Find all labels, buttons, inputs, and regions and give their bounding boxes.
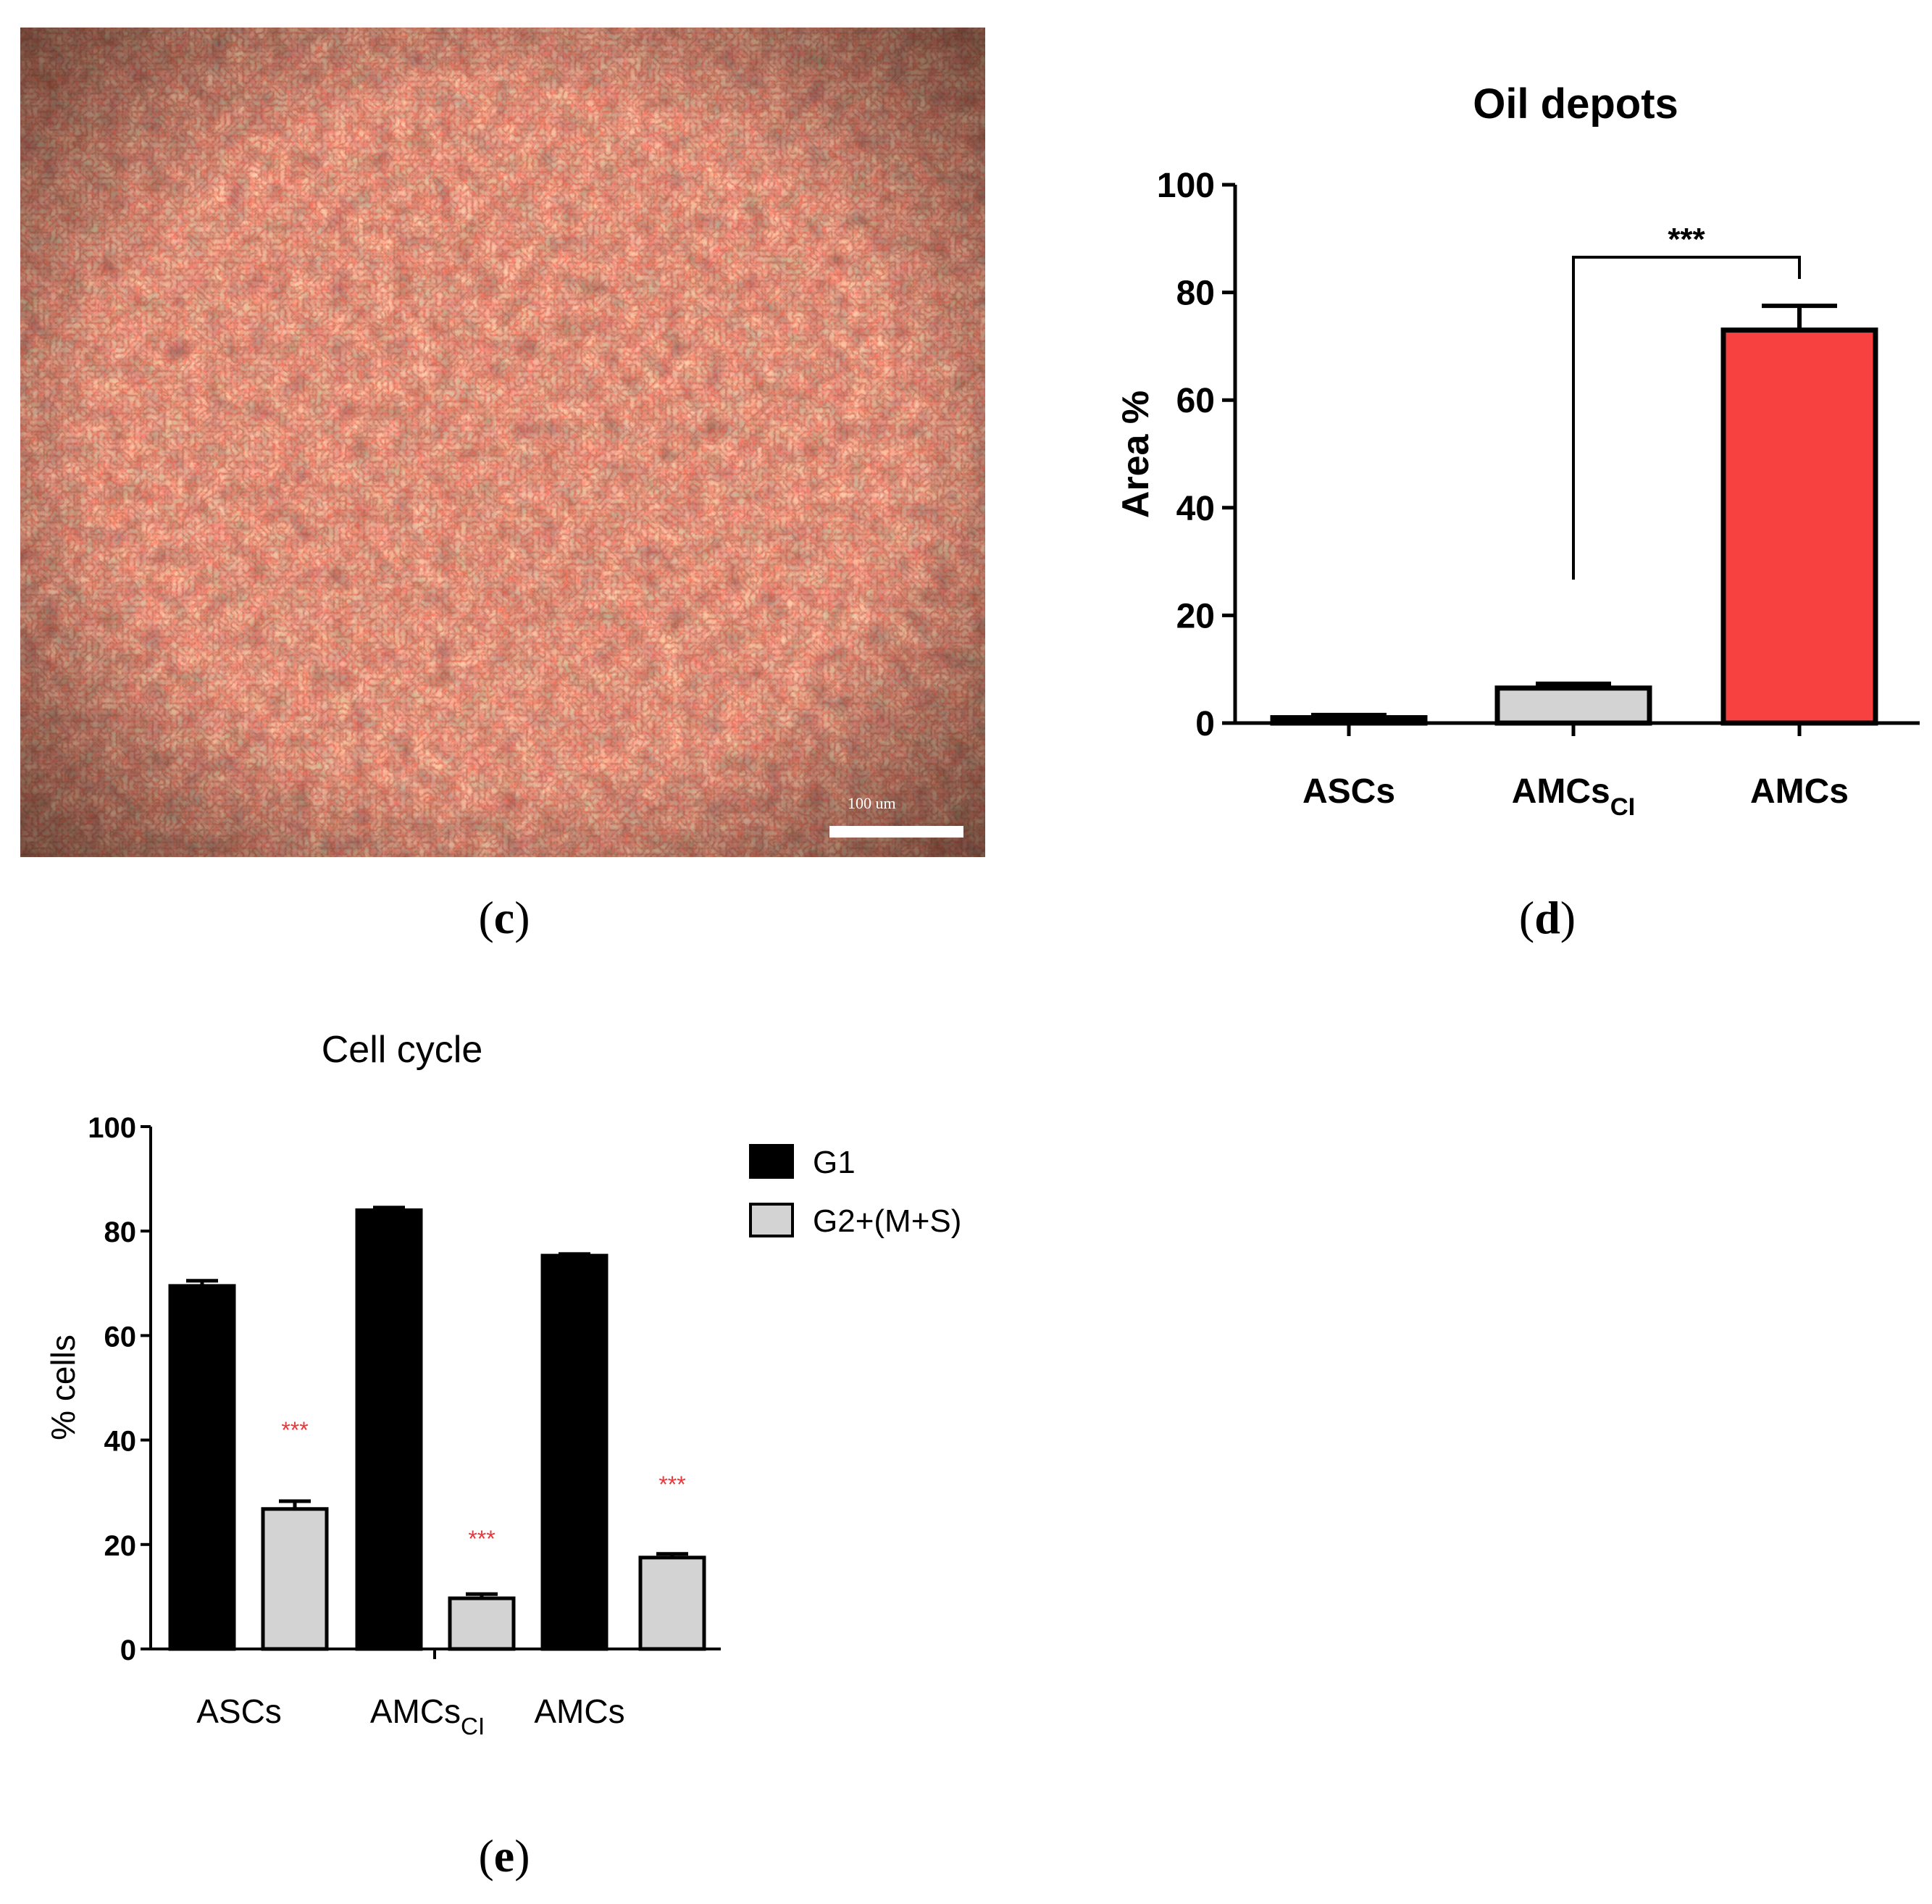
chart-e-y-tick-label: 20	[104, 1530, 137, 1562]
chart-e-significance-label: ***	[468, 1526, 495, 1552]
chart-d-bar	[1720, 327, 1878, 726]
scale-bar-label: 100 um	[848, 794, 896, 812]
chart-e-y-tick-label: 40	[104, 1426, 137, 1458]
microscopy-image: 100 um	[20, 28, 985, 857]
chart-e-significance-label: ***	[281, 1417, 308, 1443]
scale-bar	[829, 826, 963, 838]
chart-e-significance-label: ***	[658, 1471, 685, 1498]
chart-d-x-tick-label: AMCs	[1750, 772, 1849, 811]
chart-d-title: Oil depots	[1473, 80, 1678, 128]
chart-d-x-tick-label: ASCs	[1302, 772, 1395, 811]
chart-d-bar	[1494, 685, 1652, 726]
chart-d-y-label: Area %	[1115, 391, 1157, 518]
chart-e-legend-label: G2+(M+S)	[813, 1203, 961, 1239]
chart-e-x-tick-label: AMCs	[534, 1692, 624, 1730]
chart-e-y-tick-label: 60	[104, 1321, 137, 1353]
chart-d-y-tick-label: 80	[1176, 275, 1215, 313]
chart-e-y-tick-label: 80	[104, 1216, 137, 1248]
chart-e-y-tick-label: 100	[88, 1112, 136, 1144]
chart-e-x-tick-label: ASCs	[196, 1692, 282, 1730]
chart-e-y-label: % cells	[44, 1335, 82, 1440]
panel-label-c: (c)	[478, 892, 530, 943]
chart-d-y-tick-label: 60	[1176, 382, 1215, 420]
chart-e-legend-swatch	[749, 1144, 794, 1179]
microscopy-texture	[20, 28, 985, 857]
chart-d-y-tick-label: 100	[1157, 167, 1215, 205]
chart-e-y-tick-label: 0	[120, 1634, 136, 1666]
chart-d-significance-bracket	[1572, 256, 1801, 580]
chart-d-y-tick-label: 0	[1195, 705, 1215, 743]
chart-e-legend-swatch	[749, 1203, 794, 1237]
chart-d-bar	[1270, 715, 1428, 726]
chart-e-bar	[448, 1596, 516, 1651]
chart-d-significance-label: ***	[1668, 222, 1705, 257]
chart-d-x-tick-label: AMCsCI	[1512, 772, 1636, 821]
chart-e-title: Cell cycle	[322, 1029, 483, 1071]
chart-e-bar	[261, 1507, 329, 1651]
panel-label-e: (e)	[478, 1830, 530, 1882]
chart-d-y-tick-label: 40	[1176, 490, 1215, 528]
panel-label-d: (d)	[1518, 892, 1576, 943]
chart-e-bar	[540, 1253, 609, 1651]
chart-e-bar	[168, 1284, 236, 1651]
chart-e-legend-label: G1	[813, 1145, 856, 1180]
chart-e-bar	[355, 1208, 423, 1651]
chart-e-x-tick-label: AMCsCI	[370, 1692, 485, 1740]
chart-e-bar	[638, 1556, 706, 1651]
chart-d-y-tick-label: 20	[1176, 597, 1215, 635]
